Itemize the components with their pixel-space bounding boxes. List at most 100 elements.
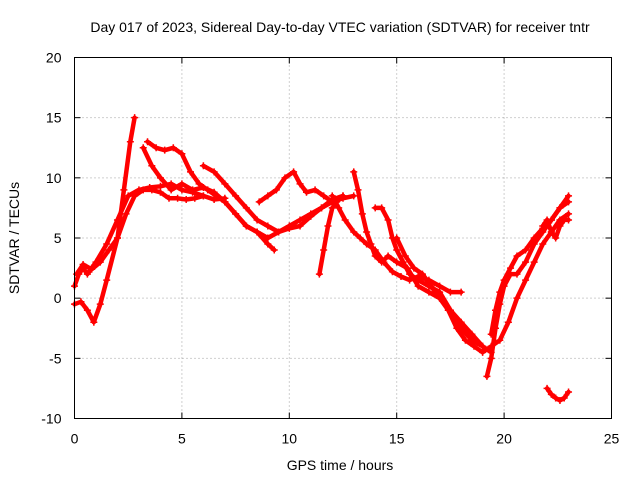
data-point <box>139 186 147 194</box>
data-point <box>124 192 132 200</box>
data-point <box>341 216 349 224</box>
data-point <box>199 162 207 170</box>
data-point <box>560 394 568 402</box>
data-point <box>496 336 504 344</box>
data-point <box>410 264 418 272</box>
data-point <box>539 222 547 230</box>
series-arc-8 <box>315 192 347 278</box>
series-line <box>201 163 346 235</box>
data-point <box>221 198 229 206</box>
data-point <box>103 240 111 248</box>
data-point <box>122 210 130 218</box>
x-tick-label: 25 <box>604 431 620 447</box>
data-point <box>461 336 469 344</box>
data-point <box>500 276 508 284</box>
x-axis-label: GPS time / hours <box>287 457 394 473</box>
data-point <box>148 186 156 194</box>
data-point <box>556 222 564 230</box>
data-point <box>552 394 560 402</box>
data-point <box>483 372 491 380</box>
data-point <box>328 192 336 200</box>
data-point <box>565 216 573 224</box>
data-point <box>178 150 186 158</box>
data-point <box>178 186 186 194</box>
series-arc-5 <box>139 144 358 242</box>
data-point <box>363 228 371 236</box>
series-arc-9 <box>328 192 465 296</box>
data-point <box>565 210 573 218</box>
data-point <box>356 234 364 242</box>
series-arc-16 <box>543 384 573 404</box>
data-point <box>169 144 177 152</box>
data-point <box>507 264 515 272</box>
data-point <box>530 258 538 266</box>
data-point <box>539 240 547 248</box>
data-point <box>350 228 358 236</box>
y-tick-label: -10 <box>41 411 61 427</box>
data-point <box>397 273 405 281</box>
data-point <box>167 180 175 188</box>
data-point <box>543 384 551 392</box>
data-point <box>399 258 407 266</box>
data-point <box>199 183 207 191</box>
data-point <box>393 246 401 254</box>
data-point <box>253 228 261 236</box>
y-tick-label: 15 <box>46 110 62 126</box>
data-point <box>264 240 272 248</box>
y-tick-label: 0 <box>54 290 62 306</box>
data-point <box>468 330 476 338</box>
data-point <box>275 228 283 236</box>
data-point <box>255 198 263 206</box>
data-point <box>302 188 310 196</box>
data-point <box>83 306 91 314</box>
data-point <box>178 180 186 188</box>
data-point <box>210 168 218 176</box>
data-point <box>174 194 182 202</box>
series-arc-15 <box>539 216 573 242</box>
data-point <box>513 252 521 260</box>
data-point <box>120 186 128 194</box>
data-point <box>371 204 379 212</box>
data-point <box>126 138 134 146</box>
x-tick-label: 0 <box>71 431 79 447</box>
data-point <box>350 168 358 176</box>
data-point <box>152 144 160 152</box>
data-point <box>565 388 573 396</box>
data-point <box>296 222 304 230</box>
data-point <box>296 216 304 224</box>
data-point <box>414 276 422 284</box>
data-point <box>320 192 328 200</box>
data-point <box>378 204 386 212</box>
data-point <box>444 306 452 314</box>
y-axis-label: SDTVAR / TECUs <box>6 182 22 294</box>
data-point <box>479 348 487 356</box>
data-point <box>191 194 199 202</box>
data-point <box>182 195 190 203</box>
data-point <box>290 168 298 176</box>
data-point <box>232 210 240 218</box>
data-point <box>315 270 323 278</box>
data-point <box>186 168 194 176</box>
x-tick-label: 15 <box>389 431 405 447</box>
data-point <box>378 258 386 266</box>
data-point <box>156 174 164 182</box>
data-point <box>427 282 435 290</box>
data-point <box>167 186 175 194</box>
data-point <box>339 192 347 200</box>
data-point <box>264 222 272 230</box>
data-point <box>156 182 164 190</box>
data-point <box>470 342 478 350</box>
data-point <box>307 212 315 220</box>
y-tick-label: 20 <box>46 50 62 66</box>
data-point <box>547 390 555 398</box>
data-point <box>335 204 343 212</box>
data-point <box>367 240 375 248</box>
data-point <box>113 234 121 242</box>
data-point <box>156 188 164 196</box>
data-point <box>165 194 173 202</box>
data-point <box>354 186 362 194</box>
data-point <box>90 318 98 326</box>
series-line <box>72 181 228 289</box>
data-point <box>552 234 560 242</box>
data-point <box>418 270 426 278</box>
